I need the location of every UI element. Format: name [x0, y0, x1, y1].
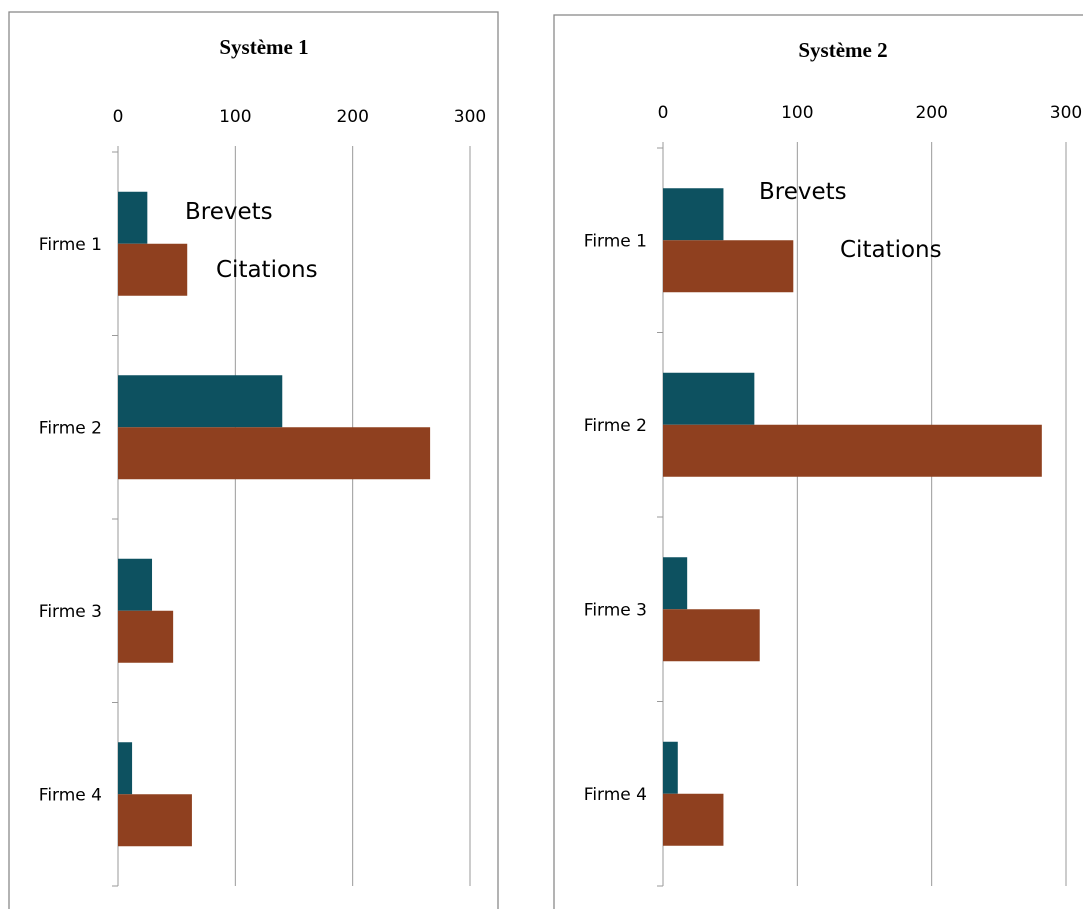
- bar-citations: [118, 243, 188, 296]
- category-label: Firme 2: [584, 416, 647, 436]
- chart-title: Système 1: [219, 35, 308, 59]
- x-tick-label: 300: [1050, 103, 1082, 123]
- legend-label-brevets: Brevets: [759, 179, 847, 205]
- category-label: Firme 4: [584, 785, 647, 805]
- bar-brevets: [663, 372, 755, 425]
- x-tick-label: 200: [915, 103, 947, 123]
- x-tick-label: 0: [658, 103, 669, 123]
- bar-citations: [663, 609, 760, 662]
- category-label: Firme 4: [39, 785, 102, 805]
- chart-title: Système 2: [798, 38, 887, 62]
- x-tick-label: 200: [336, 107, 368, 127]
- bar-citations: [118, 794, 192, 847]
- x-tick-label: 100: [781, 103, 813, 123]
- category-label: Firme 1: [584, 231, 647, 251]
- x-tick-label: 0: [113, 107, 124, 127]
- bar-brevets: [118, 375, 283, 428]
- bar-brevets: [118, 742, 133, 795]
- bar-citations: [663, 240, 794, 293]
- bar-citations: [118, 427, 431, 480]
- category-label: Firme 3: [39, 602, 102, 622]
- bar-brevets: [118, 558, 153, 611]
- x-tick-label: 300: [454, 107, 486, 127]
- bar-brevets: [663, 557, 688, 610]
- bar-brevets: [663, 741, 678, 794]
- legend-label-citations: Citations: [840, 237, 942, 263]
- chart-panel-2: Système 2 0 100 200 300 Firme 1 Firme 2 Firme 3…: [553, 14, 1083, 909]
- category-label: Firme 1: [39, 235, 102, 255]
- category-label: Firme 3: [584, 600, 647, 620]
- bar-citations: [663, 793, 724, 846]
- bar-brevets: [118, 191, 148, 244]
- bar-citations: [118, 610, 174, 663]
- legend-label-citations: Citations: [216, 257, 318, 283]
- legend-label-brevets: Brevets: [185, 199, 273, 225]
- category-label: Firme 2: [39, 418, 102, 438]
- chart-panel-1: Système 1 0 100 200 300 Firme 1 Firme 2 Firme 3…: [8, 11, 499, 909]
- x-tick-label: 100: [219, 107, 251, 127]
- bar-citations: [663, 424, 1042, 477]
- bar-brevets: [663, 188, 724, 241]
